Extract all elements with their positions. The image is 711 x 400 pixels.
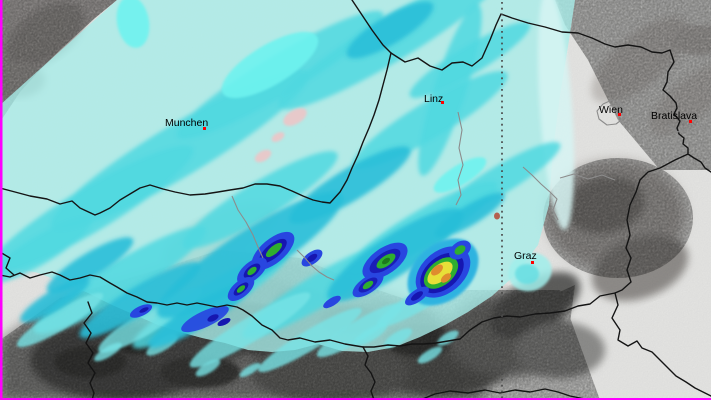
freezing-precip-dot xyxy=(494,212,500,220)
vienna-city-outline xyxy=(596,99,627,126)
state-borders-layer xyxy=(231,99,689,281)
border-at-hu xyxy=(611,153,711,397)
frame-bottom-magenta xyxy=(0,398,711,400)
heavy-precip-cores xyxy=(129,231,479,333)
city-marker-bratislava xyxy=(689,120,692,123)
border-de-at xyxy=(0,52,392,216)
city-label-linz: Linz xyxy=(424,93,444,105)
city-marker-graz xyxy=(531,261,534,264)
border-at-it xyxy=(0,271,364,348)
city-label-bratislava: Bratislava xyxy=(651,110,698,122)
border-si-hr xyxy=(419,388,586,400)
frame-left-magenta xyxy=(0,0,3,400)
city-marker-linz xyxy=(441,101,444,104)
precipitation-layer xyxy=(0,0,575,378)
border-de-cz xyxy=(351,0,392,54)
city-marker-munchen xyxy=(203,127,206,130)
mixed-precip-spots xyxy=(254,108,307,163)
city-label-wien: Wien xyxy=(599,104,623,116)
city-label-graz: Graz xyxy=(514,250,537,262)
border-at-si xyxy=(362,292,616,348)
border-at-cz-sk xyxy=(390,13,711,173)
city-label-munchen: Munchen xyxy=(165,117,209,129)
border-it-ch xyxy=(83,301,96,400)
border-ch-at xyxy=(0,251,15,276)
border-it-si xyxy=(362,346,376,400)
city-marker-wien xyxy=(618,113,621,116)
